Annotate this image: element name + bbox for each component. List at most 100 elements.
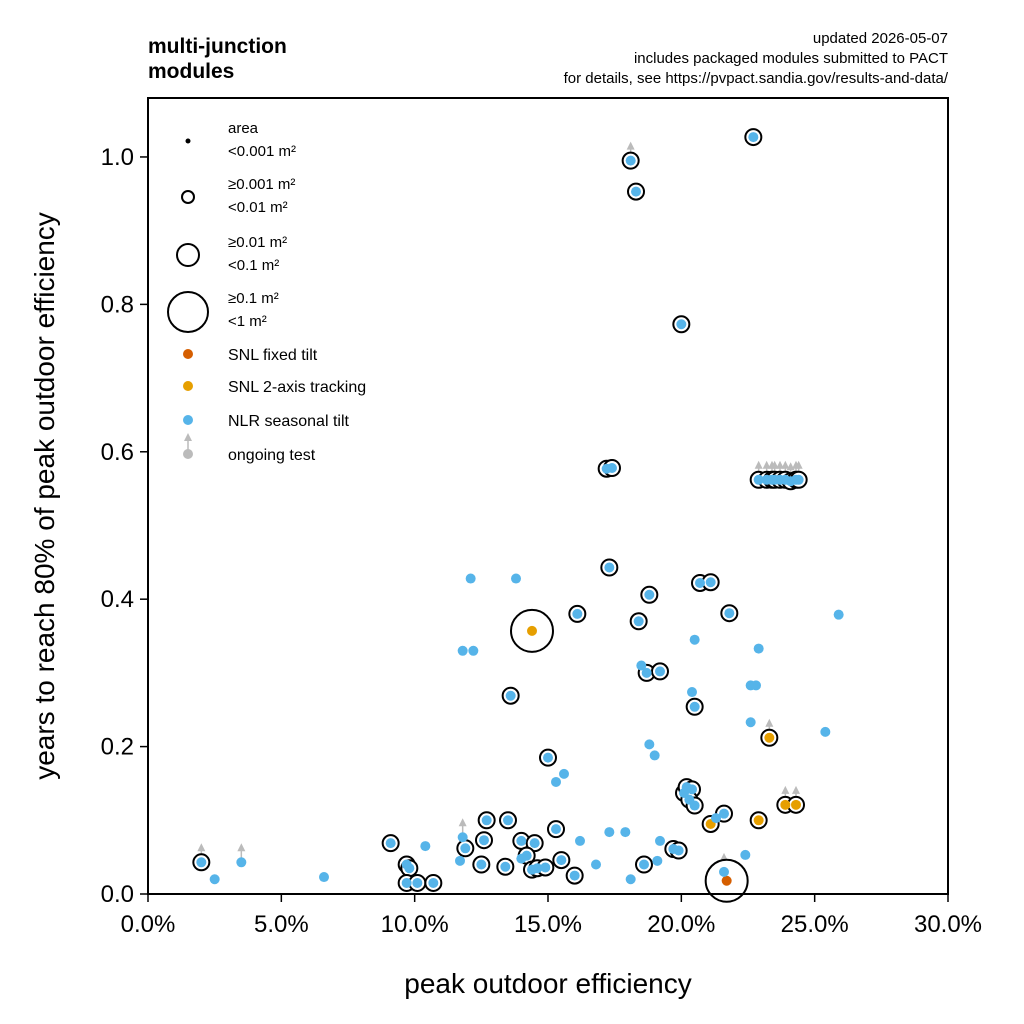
data-point xyxy=(641,667,652,678)
data-point xyxy=(556,855,567,866)
data-point xyxy=(511,573,521,584)
legend-size-marker xyxy=(167,291,209,333)
data-point xyxy=(481,815,492,826)
ongoing-arrow-head xyxy=(781,785,790,794)
data-point xyxy=(420,841,431,852)
legend-size-title: area xyxy=(228,120,259,137)
data-point xyxy=(721,875,732,886)
data-point xyxy=(719,808,729,819)
y-tick-label: 0.0 xyxy=(101,881,134,908)
data-point xyxy=(540,862,551,873)
data-point xyxy=(551,776,561,787)
title-line: modules xyxy=(148,60,235,83)
data-point xyxy=(479,835,489,846)
data-point xyxy=(644,739,655,750)
data-point xyxy=(591,859,601,870)
data-point xyxy=(604,827,615,838)
y-axis-label: years to reach 80% of peak outdoor effic… xyxy=(29,212,60,780)
data-point xyxy=(652,855,663,866)
data-point xyxy=(695,577,705,588)
ongoing-arrow-head xyxy=(765,718,774,727)
data-point xyxy=(689,634,700,645)
data-point xyxy=(476,859,487,870)
data-point xyxy=(636,660,647,671)
ongoing-arrow-head xyxy=(770,460,779,469)
data-point xyxy=(753,643,764,654)
data-point xyxy=(572,608,583,619)
data-point xyxy=(711,813,721,824)
data-point xyxy=(780,799,791,810)
y-tick-label: 1.0 xyxy=(101,144,134,171)
data-point xyxy=(687,784,697,795)
data-point xyxy=(401,877,412,888)
x-tick-label: 0.0% xyxy=(121,911,176,938)
data-point xyxy=(751,680,761,691)
data-point xyxy=(532,863,543,874)
legend-series-marker xyxy=(183,449,193,459)
data-point xyxy=(689,800,700,811)
data-point xyxy=(740,849,751,860)
legend-size-label: <1 m² xyxy=(228,313,267,330)
x-tick-label: 5.0% xyxy=(254,911,309,938)
data-point xyxy=(575,835,585,846)
data-point xyxy=(559,768,569,779)
info-details-link: for details, see https://pvpact.sandia.g… xyxy=(563,70,948,87)
x-axis-label: peak outdoor efficiency xyxy=(404,968,691,999)
data-point xyxy=(604,562,615,573)
data-point xyxy=(753,815,764,826)
data-point xyxy=(209,874,220,885)
plot-area-frame xyxy=(147,97,949,895)
ongoing-arrow-head xyxy=(197,843,206,852)
legend-series-marker xyxy=(183,415,193,425)
y-tick-label: 0.6 xyxy=(101,439,134,466)
data-point xyxy=(689,701,700,712)
x-tick-label: 30.0% xyxy=(914,911,982,938)
data-point xyxy=(724,608,735,619)
data-point xyxy=(465,573,476,584)
data-point xyxy=(745,717,756,728)
data-point xyxy=(428,877,439,888)
data-point xyxy=(551,824,561,835)
data-point xyxy=(764,732,775,743)
data-point xyxy=(505,690,516,701)
x-tick-label: 10.0% xyxy=(381,911,449,938)
data-point xyxy=(676,319,687,330)
y-tick-label: 0.2 xyxy=(101,734,134,761)
legend-ongoing-arrow-head xyxy=(184,433,192,441)
y-tick-label: 0.8 xyxy=(101,291,134,318)
legend-size-label: <0.001 m² xyxy=(228,143,296,160)
data-point xyxy=(503,815,513,826)
legend: area <0.001 m² ≥0.001 m² <0.01 m² ≥0.01 m² <0… xyxy=(167,120,366,464)
chart-title: multi-junction modules xyxy=(148,34,287,84)
data-point xyxy=(625,155,636,166)
data-point xyxy=(655,666,665,677)
data-point xyxy=(543,752,553,763)
data-point xyxy=(455,855,465,866)
data-point xyxy=(625,874,636,885)
data-point xyxy=(385,838,396,849)
legend-size-marker xyxy=(181,190,195,204)
ongoing-arrow-head xyxy=(626,141,635,150)
legend-size-marker xyxy=(185,138,191,144)
info-updated: updated 2026-05-07 xyxy=(812,30,948,47)
ongoing-arrow-head xyxy=(781,460,790,469)
data-point xyxy=(649,750,660,761)
data-point xyxy=(527,625,537,636)
data-point xyxy=(236,857,247,868)
data-point xyxy=(631,186,641,197)
data-point xyxy=(655,835,665,846)
legend-series-marker xyxy=(183,349,193,359)
data-point xyxy=(516,835,527,846)
ongoing-arrow-head xyxy=(776,460,784,469)
ongoing-arrow-head xyxy=(754,460,763,469)
data-point xyxy=(468,645,479,656)
legend-size-marker xyxy=(176,243,200,267)
legend-size-label: <0.1 m² xyxy=(228,257,279,274)
data-point xyxy=(719,866,729,877)
title-line: multi-junction xyxy=(148,35,287,58)
legend-series-label: ongoing test xyxy=(228,447,316,464)
ongoing-arrow-head xyxy=(458,818,467,827)
legend-size-label: ≥0.001 m² xyxy=(228,176,295,193)
data-point xyxy=(569,870,580,881)
